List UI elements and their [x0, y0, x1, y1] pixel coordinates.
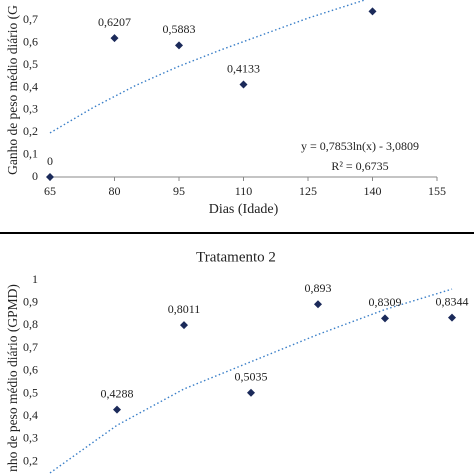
y-tick-label: 0,6: [23, 35, 38, 49]
data-label: 0,8011: [168, 302, 201, 316]
y-tick-label: 0,2: [23, 453, 38, 467]
data-point: [314, 300, 322, 309]
y-tick-label: 0,6: [23, 363, 38, 377]
y-tick-label: 0,7: [23, 12, 38, 26]
data-point: [239, 80, 248, 89]
y-tick-label: 0,3: [23, 431, 38, 445]
x-tick-label: 155: [428, 184, 446, 198]
y-tick-label: 0,1: [23, 146, 38, 160]
data-label: 0,6207: [98, 15, 131, 29]
data-point: [247, 388, 255, 397]
y-tick-label: 0,3: [23, 102, 38, 116]
data-point: [175, 41, 183, 50]
data-point: [113, 405, 121, 414]
annotation: y = 0,7853ln(x) - 3,0809: [301, 139, 419, 153]
x-tick-label: 80: [109, 184, 121, 198]
data-point: [110, 34, 119, 43]
y-tick-label: 0,8: [23, 317, 38, 331]
y-tick-label: 0,2: [23, 124, 38, 138]
chart-title: Tratamento 2: [196, 249, 276, 265]
data-label: 0,4133: [227, 61, 260, 75]
trendline: [49, 0, 365, 134]
data-point: [180, 321, 188, 330]
data-point: [448, 313, 456, 322]
x-tick-label: 140: [364, 184, 382, 198]
x-tick-label: 125: [299, 184, 317, 198]
data-point: [368, 7, 377, 16]
y-tick-label: 1: [32, 272, 38, 286]
y-tick-label: 0,4: [23, 408, 38, 422]
data-label: 0,4288: [101, 386, 134, 400]
y-tick-label: 0,5: [23, 385, 38, 399]
data-label: 0: [47, 154, 53, 168]
y-axis-label: nho de peso médio diário (GPMD): [5, 284, 20, 472]
data-label: 0,8344: [436, 294, 469, 308]
y-tick-label: 0,4: [23, 79, 38, 93]
x-tick-label: 110: [235, 184, 253, 198]
data-label: 0,8309: [369, 295, 402, 309]
data-point: [46, 173, 54, 181]
y-axis-label: Ganho de peso médio diário (G: [5, 5, 20, 175]
data-label: 0,5883: [163, 22, 196, 36]
y-tick-label: 0: [32, 169, 38, 183]
data-point: [381, 314, 389, 323]
y-tick-label: 0,7: [23, 340, 38, 354]
x-tick-label: 65: [44, 184, 56, 198]
y-tick-label: 0,5: [23, 57, 38, 71]
x-tick-label: 95: [173, 184, 185, 198]
data-label: 0,5035: [235, 369, 268, 383]
y-tick-label: 0,9: [23, 294, 38, 308]
x-axis-label: Dias (Idade): [209, 202, 279, 217]
annotation: R² = 0,6735: [331, 159, 388, 173]
data-label: 0,893: [305, 281, 332, 295]
